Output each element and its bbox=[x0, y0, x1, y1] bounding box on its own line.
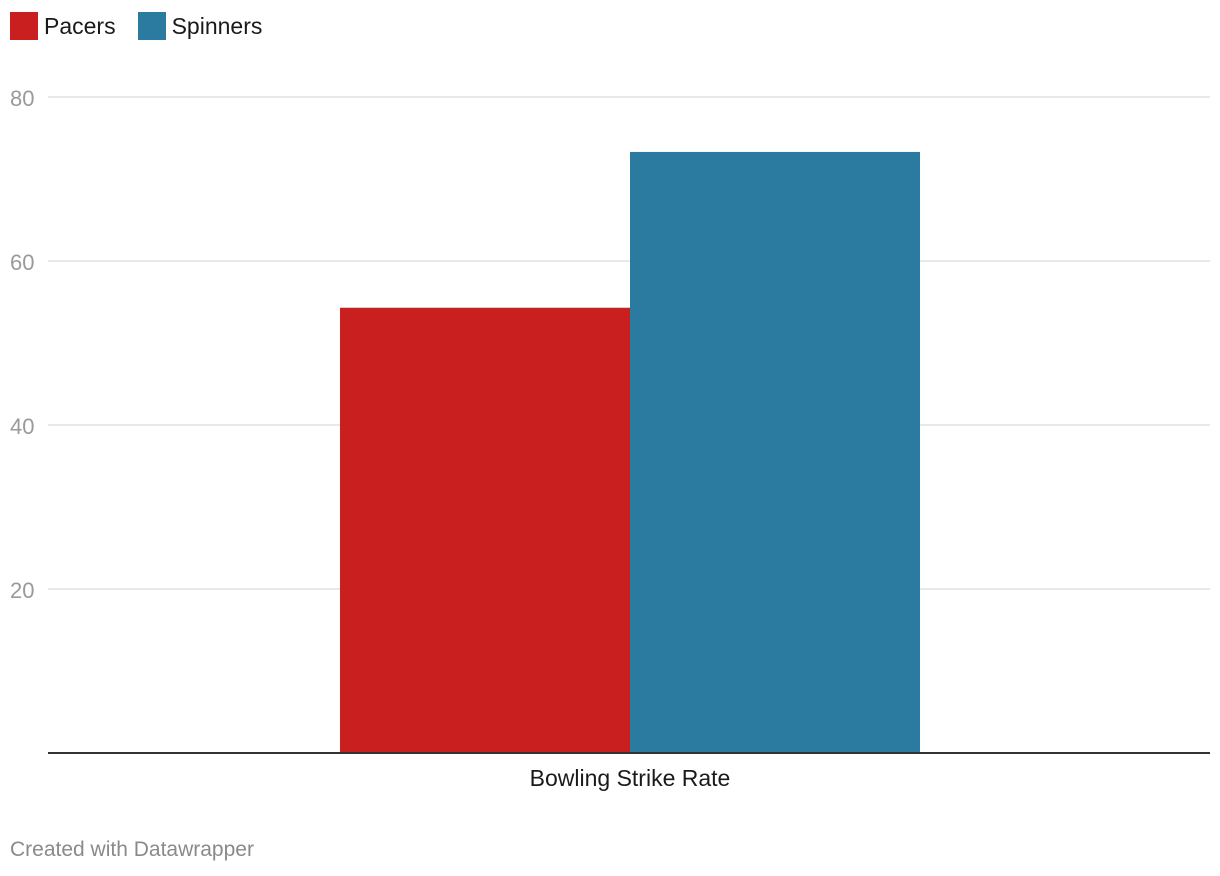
legend-item-pacers: Pacers bbox=[10, 12, 116, 40]
bar-pacers bbox=[340, 307, 630, 753]
x-category-label: Bowling Strike Rate bbox=[530, 765, 731, 791]
chart-legend: Pacers Spinners bbox=[10, 12, 262, 40]
bar-spinners bbox=[630, 151, 920, 753]
datawrapper-credit: Created with Datawrapper bbox=[10, 838, 254, 861]
y-tick-label: 40 bbox=[10, 414, 34, 439]
legend-label-pacers: Pacers bbox=[44, 12, 116, 39]
bar-chart: 20 40 60 80 Bowling Strike Rate bbox=[10, 86, 1210, 791]
y-tick-label: 20 bbox=[10, 578, 34, 603]
legend-swatch-pacers bbox=[10, 12, 38, 40]
legend-label-spinners: Spinners bbox=[171, 12, 263, 39]
legend-swatch-spinners bbox=[137, 12, 166, 40]
y-tick-label: 60 bbox=[10, 250, 34, 275]
legend-item-spinners: Spinners bbox=[137, 12, 263, 40]
y-tick-label: 80 bbox=[10, 86, 34, 111]
